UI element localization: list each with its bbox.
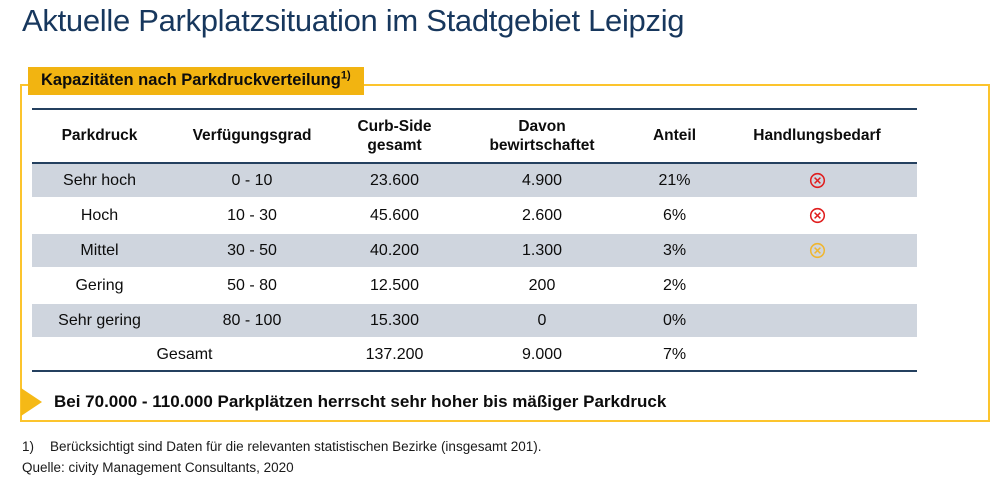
footnote-marker: 1) [22,439,35,454]
cell-bewirtschaftet: 4.900 [521,171,563,189]
panel-label: Kapazitäten nach Parkdruckverteilung1) [28,67,364,95]
cell-verfuegungsgrad: 30 - 50 [227,241,277,259]
total-row: Gesamt 137.200 9.000 7% [32,339,917,372]
table-header-row: Parkdruck Verfügungsgrad Curb-Side gesamt Da… [32,108,917,164]
capacity-panel: Kapazitäten nach Parkdruckverteilung1) P… [20,67,990,422]
cell-curbside: 12.500 [370,276,419,294]
header-cell-bewirtschaftet: Davon bewirtschaftet [489,117,595,154]
cell-handlungsbedarf [717,172,917,189]
cell-parkdruck: Hoch [80,206,119,224]
summary-banner: Bei 70.000 - 110.000 Parkplätzen herrsch… [21,385,988,419]
summary-text: Bei 70.000 - 110.000 Parkplätzen herrsch… [54,392,667,411]
cell-anteil: 3% [662,241,687,259]
red-cross-circle-icon [809,207,825,224]
cell-curbside: 45.600 [370,206,419,224]
cell-curbside: 40.200 [370,241,419,259]
total-label: Gesamt [156,345,213,363]
cell-verfuegungsgrad: 80 - 100 [222,311,282,329]
cell-bewirtschaftet: 1.300 [521,241,563,259]
table-row: Mittel 30 - 50 40.200 1.300 3% [32,234,917,269]
cell-bewirtschaftet: 0 [537,311,547,329]
header-cell-anteil: Anteil [652,127,697,145]
cell-verfuegungsgrad: 0 - 10 [231,171,273,189]
header-cell-parkdruck: Parkdruck [61,127,138,145]
table-row: Gering 50 - 80 12.500 200 2% [32,269,917,304]
cell-handlungsbedarf [717,207,917,224]
footnote: 1) Berücksichtigt sind Daten für die rel… [22,437,541,458]
total-anteil: 7% [662,345,687,363]
table-row: Hoch 10 - 30 45.600 2.600 6% [32,199,917,234]
table-row: Sehr hoch 0 - 10 23.600 4.900 21% [32,164,917,199]
cell-curbside: 23.600 [370,171,419,189]
cell-bewirtschaftet: 200 [528,276,556,294]
cell-parkdruck: Gering [75,276,124,294]
header-cell-curbside: Curb-Side gesamt [357,117,432,154]
cell-verfuegungsgrad: 50 - 80 [227,276,277,294]
header-cell-handlungsbedarf: Handlungsbedarf [753,127,881,145]
cell-handlungsbedarf [717,242,917,259]
panel-label-text: Kapazitäten nach Parkdruckverteilung [41,71,341,89]
amber-cross-circle-icon [809,242,825,259]
cell-verfuegungsgrad: 10 - 30 [227,206,277,224]
cell-parkdruck: Sehr gering [58,311,141,329]
total-curbside: 137.200 [365,345,424,363]
capacity-table: Parkdruck Verfügungsgrad Curb-Side gesamt Da… [32,108,917,372]
footnote-text: Berücksichtigt sind Daten für die releva… [50,439,542,454]
table-row: Sehr gering 80 - 100 15.300 0 0% [32,304,917,339]
cell-bewirtschaftet: 2.600 [521,206,563,224]
red-cross-circle-icon [809,172,825,189]
cell-anteil: 6% [662,206,687,224]
table-body: Sehr hoch 0 - 10 23.600 4.900 21% Hoch 10 - 30… [32,164,917,372]
source-line: Quelle: civity Management Consultants, 2… [22,459,294,475]
arrow-right-icon [21,388,42,416]
total-bewirtschaftet: 9.000 [521,345,563,363]
footnote-reference: 1) [340,69,351,82]
footnotes: 1) Berücksichtigt sind Daten für die rel… [22,437,541,479]
cell-anteil: 2% [662,276,687,294]
header-cell-verfuegungsgrad: Verfügungsgrad [192,127,312,145]
cell-parkdruck: Mittel [80,241,119,259]
cell-anteil: 0% [662,311,687,329]
page-title: Aktuelle Parkplatzsituation im Stadtgebi… [22,3,685,38]
cell-anteil: 21% [658,171,691,189]
cell-parkdruck: Sehr hoch [63,171,136,189]
cell-curbside: 15.300 [370,311,419,329]
